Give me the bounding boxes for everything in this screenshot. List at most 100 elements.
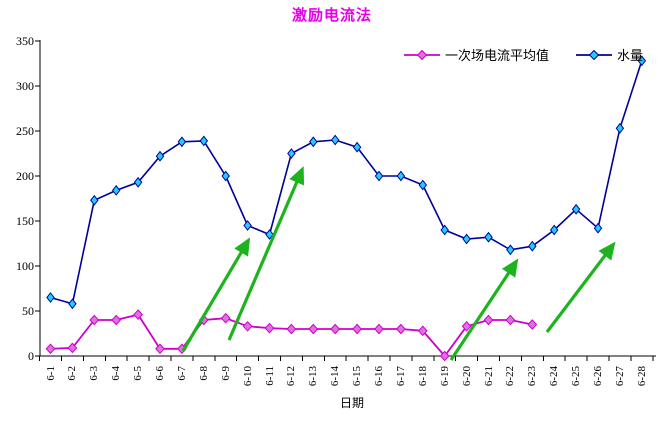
y-tick-label: 0 (28, 349, 34, 363)
data-point (374, 170, 384, 182)
data-point (440, 224, 449, 236)
x-tick-label: 6-6 (154, 366, 166, 381)
data-point (374, 323, 384, 335)
data-point (67, 342, 78, 354)
x-tick-label: 6-1 (44, 366, 57, 381)
x-tick-label: 6-16 (373, 366, 385, 387)
data-point (418, 179, 428, 191)
data-point (615, 122, 625, 134)
data-point (243, 220, 252, 231)
data-point (483, 314, 494, 326)
legend-item-water: 水量 (575, 45, 643, 64)
x-tick-label: 6-23 (526, 366, 539, 387)
series-line-0 (50, 313, 533, 358)
data-point (330, 323, 341, 335)
x-tick-label: 6-18 (416, 366, 429, 387)
x-tick-label: 6-20 (460, 366, 473, 387)
data-point (221, 170, 230, 182)
data-point (155, 150, 165, 162)
x-tick-label: 6-26 (592, 366, 604, 387)
x-tick-label: 6-27 (613, 366, 626, 387)
data-point (506, 244, 515, 256)
data-point (549, 224, 559, 236)
data-point (352, 141, 362, 153)
x-tick-label: 6-21 (482, 366, 495, 387)
legend-swatch-water-icon (576, 49, 613, 60)
y-tick-label: 250 (16, 124, 34, 138)
data-point (527, 319, 538, 330)
data-point (220, 312, 231, 324)
data-point (330, 134, 340, 146)
data-point (68, 298, 77, 310)
data-point (439, 350, 450, 362)
x-tick-label: 6-24 (548, 366, 561, 387)
series-line-1 (50, 60, 643, 305)
x-axis-title: 日期 (330, 394, 374, 411)
x-tick-label: 6-9 (219, 366, 232, 381)
data-point (133, 309, 143, 320)
annotation-arrow (545, 241, 616, 333)
x-tick-label: 6-11 (263, 366, 276, 386)
y-tick-label: 200 (16, 169, 34, 183)
data-point (265, 229, 274, 240)
x-tick-label: 6-28 (635, 366, 648, 387)
x-tick-label: 6-7 (175, 366, 188, 381)
x-tick-label: 6-22 (504, 366, 517, 387)
data-point (396, 170, 406, 182)
x-tick-label: 6-12 (285, 366, 298, 387)
y-tick-label: 100 (16, 259, 34, 273)
data-point (199, 135, 209, 147)
data-point (462, 233, 471, 245)
x-tick-label: 6-3 (88, 366, 101, 381)
data-point (264, 322, 275, 334)
data-point (461, 320, 472, 332)
x-tick-label: 6-17 (394, 366, 407, 387)
annotation-arrow (227, 166, 305, 341)
y-tick-label: 150 (16, 214, 34, 228)
data-point (396, 323, 406, 335)
legend-item-current: 一次场电流平均值 (403, 45, 549, 64)
x-tick-label: 6-2 (66, 366, 79, 381)
data-point (287, 148, 296, 159)
data-point (571, 203, 581, 215)
legend-label-current: 一次场电流平均值 (445, 48, 550, 63)
data-point (155, 343, 165, 355)
data-point (111, 184, 121, 196)
data-point (637, 55, 647, 67)
data-point (286, 323, 297, 335)
legend-label-water: 水量 (617, 48, 644, 63)
data-point (177, 136, 187, 148)
annotation-arrow (449, 258, 519, 361)
x-tick-label: 6-25 (570, 366, 583, 387)
x-tick-label: 6-13 (307, 366, 320, 387)
data-point (417, 325, 428, 337)
x-tick-label: 6-8 (197, 366, 210, 381)
legend-swatch-current-icon (404, 49, 440, 60)
y-tick-label: 350 (16, 34, 34, 48)
data-point (505, 314, 516, 326)
data-point (309, 136, 318, 148)
data-point (593, 222, 603, 234)
data-point (90, 194, 99, 206)
data-point (528, 240, 537, 252)
chart-title: 激励电流法 (291, 7, 372, 24)
x-tick-label: 6-10 (241, 366, 254, 387)
data-point (133, 176, 143, 188)
y-tick-label: 300 (16, 79, 34, 93)
legend: 一次场电流平均值 水量 (403, 45, 643, 64)
y-tick-label: 50 (22, 304, 34, 318)
data-point (484, 231, 493, 243)
data-point (89, 314, 100, 326)
data-point (352, 323, 362, 335)
data-point (45, 343, 56, 355)
data-point (308, 323, 319, 335)
data-point (111, 314, 122, 326)
x-tick-label: 6-4 (110, 366, 123, 381)
data-point (46, 292, 55, 303)
x-tick-label: 6-19 (438, 366, 451, 387)
x-tick-label: 6-5 (132, 366, 145, 381)
data-point (242, 320, 253, 332)
annotation-arrow (181, 237, 251, 352)
